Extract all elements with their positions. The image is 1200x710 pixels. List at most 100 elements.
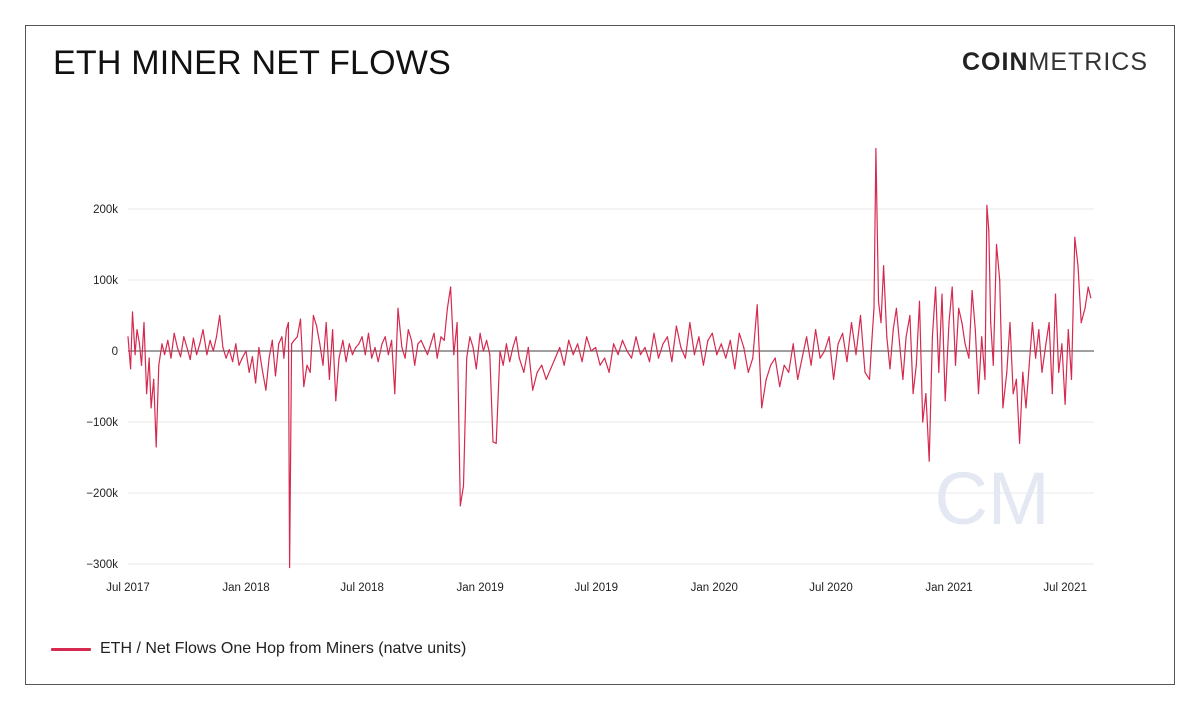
data-point — [245, 350, 247, 352]
data-point — [992, 364, 994, 366]
data-point — [374, 346, 376, 349]
data-point — [361, 336, 363, 338]
data-point — [296, 336, 298, 338]
watermark-logo: CM — [934, 457, 1049, 540]
data-point — [922, 421, 924, 423]
data-point — [345, 361, 347, 363]
data-point — [325, 322, 327, 324]
data-point — [1045, 343, 1047, 345]
data-point — [358, 343, 360, 345]
data-point — [626, 350, 628, 352]
data-point — [1054, 293, 1057, 295]
data-point — [765, 378, 767, 380]
data-point — [440, 336, 442, 338]
data-point — [928, 460, 930, 462]
data-point — [404, 357, 406, 359]
series-line — [127, 148, 1092, 569]
data-point — [1022, 371, 1024, 373]
data-point — [1012, 393, 1014, 395]
data-point — [265, 389, 267, 391]
data-point — [698, 336, 700, 338]
data-point — [1025, 407, 1027, 409]
data-point — [968, 357, 970, 359]
data-point — [889, 368, 891, 370]
data-point — [532, 389, 534, 391]
brand-logo-bold: COIN — [962, 48, 1029, 76]
data-point — [559, 346, 561, 349]
data-point — [410, 339, 413, 341]
data-point — [1006, 371, 1008, 373]
series-group — [127, 148, 1092, 569]
data-point — [222, 346, 224, 349]
data-point — [693, 354, 696, 356]
data-point — [720, 343, 722, 345]
data-point — [747, 371, 749, 373]
legend[interactable]: ETH / Net Flows One Hop from Miners (nat… — [51, 640, 466, 658]
data-point — [1031, 322, 1033, 324]
data-point — [783, 364, 785, 366]
x-tick-label: Jan 2021 — [925, 582, 972, 594]
data-point — [364, 354, 366, 356]
data-point — [689, 322, 691, 324]
brand-logo: COINMETRICS — [962, 48, 1148, 77]
data-point — [1002, 407, 1004, 409]
x-tick-label: Jan 2019 — [456, 582, 503, 594]
data-point — [1067, 329, 1069, 331]
data-point — [1077, 265, 1079, 267]
data-point — [228, 349, 230, 351]
data-point — [287, 322, 289, 324]
data-point — [414, 364, 416, 366]
data-point — [977, 393, 980, 395]
data-point — [599, 364, 601, 366]
data-point — [886, 336, 888, 338]
data-point — [613, 343, 615, 345]
data-point — [859, 314, 862, 317]
x-axis-ticks: Jul 2017 Jan 2018 Jul 2018 Jan 2019 Jul 2019… — [106, 582, 1087, 594]
data-point — [332, 329, 334, 331]
data-point — [964, 343, 966, 345]
data-point — [974, 329, 976, 331]
data-point — [206, 354, 208, 356]
data-point — [322, 364, 324, 366]
data-point — [941, 293, 943, 295]
data-point — [291, 343, 293, 345]
data-point — [819, 357, 821, 359]
chart-card: ETH MINER NET FLOWS COINMETRICS CM 200k 1… — [25, 25, 1175, 685]
data-point — [150, 407, 152, 409]
data-point — [170, 357, 172, 359]
watermark-text: CM — [934, 457, 1049, 540]
data-point — [261, 368, 263, 370]
data-point — [394, 393, 396, 395]
data-point — [268, 357, 270, 359]
data-point — [1074, 236, 1076, 238]
data-point — [306, 364, 308, 366]
data-point — [883, 265, 885, 267]
data-point — [479, 332, 481, 334]
data-point — [905, 336, 907, 338]
data-point — [568, 339, 570, 341]
data-point — [271, 339, 273, 341]
data-point — [338, 357, 340, 359]
data-point — [523, 371, 525, 373]
data-point — [1064, 403, 1066, 405]
data-point — [621, 339, 624, 341]
data-point — [644, 346, 646, 349]
x-tick-label: Jul 2019 — [575, 582, 618, 594]
y-tick-label: −300k — [86, 559, 118, 571]
data-point — [475, 368, 477, 370]
data-point — [466, 357, 468, 359]
data-point — [895, 307, 898, 309]
data-point — [225, 357, 227, 359]
data-point — [846, 361, 848, 363]
data-point — [371, 357, 373, 359]
data-point — [251, 356, 253, 358]
data-point — [563, 364, 565, 366]
brand-logo-light: METRICS — [1028, 48, 1148, 76]
data-point — [892, 329, 894, 331]
data-point — [572, 354, 574, 356]
data-point — [134, 354, 136, 356]
data-point — [925, 393, 927, 395]
data-point — [635, 336, 637, 338]
data-point — [954, 364, 957, 366]
data-point — [189, 358, 191, 361]
